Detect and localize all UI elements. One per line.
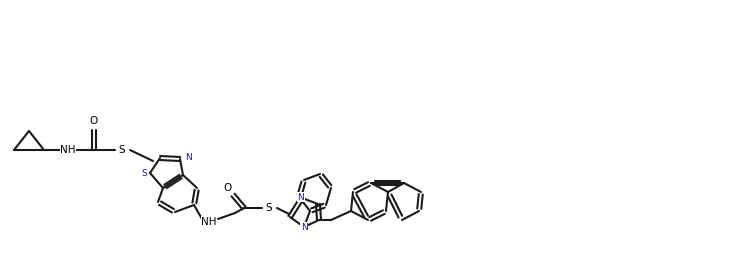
Text: NH: NH xyxy=(201,217,217,227)
Text: S: S xyxy=(141,168,147,178)
Text: O: O xyxy=(90,116,98,126)
Text: N: N xyxy=(297,192,304,201)
Text: O: O xyxy=(224,183,232,193)
Text: N: N xyxy=(300,222,307,231)
Text: S: S xyxy=(119,145,125,155)
Text: N: N xyxy=(185,154,192,163)
Text: NH: NH xyxy=(61,145,75,155)
Text: S: S xyxy=(266,203,273,213)
